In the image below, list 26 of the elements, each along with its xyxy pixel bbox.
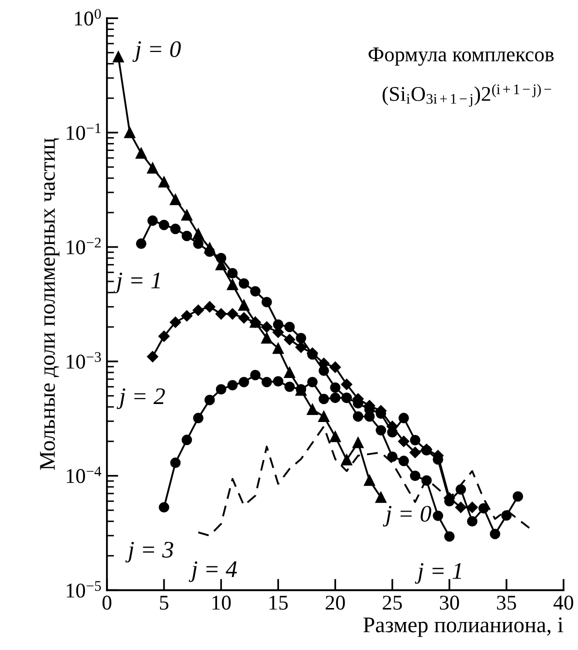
y-tick-label: 10$^{−5}$ bbox=[66, 581, 101, 598]
y-axis-title: Мольные доли полимерных частиц bbox=[40, 138, 60, 470]
x-tick-label: 15 bbox=[270, 596, 288, 610]
x-axis-title: Размер полианиона, i bbox=[363, 617, 564, 637]
x-tick-label: 10 bbox=[212, 596, 231, 610]
annotation: Формула комплексов bbox=[368, 48, 554, 66]
x-tick-label: 5 bbox=[160, 596, 168, 610]
y-tick-label: 10$^{−3}$ bbox=[66, 352, 101, 369]
y-tick-label: 10$^{−2}$ bbox=[66, 238, 101, 254]
y-tick-label: 10$^{−1}$ bbox=[66, 123, 101, 140]
annotation: j = 0 bbox=[382, 506, 432, 527]
series-label: j = 0 bbox=[132, 41, 181, 62]
x-tick-label: 30 bbox=[440, 596, 460, 610]
series-label: j = 4 bbox=[188, 561, 237, 582]
x-tick-label: 20 bbox=[326, 596, 345, 610]
x-tick-label: 0 bbox=[102, 596, 112, 610]
annotation: j = 1 bbox=[414, 563, 461, 584]
series-label: j = 2 bbox=[116, 388, 165, 410]
x-tick-label: 35 bbox=[497, 596, 516, 610]
annotation: (Si$_{i}$O$_{3i+1−j}$)2$^{(i+1−j)−}$ bbox=[382, 84, 552, 107]
y-tick-label: 10$^{0}$ bbox=[74, 8, 101, 26]
y-tick-label: 10$^{−4}$ bbox=[66, 466, 102, 484]
x-tick-label: 25 bbox=[382, 596, 402, 610]
series-label: j = 1 bbox=[114, 272, 160, 294]
series-label: j = 3 bbox=[125, 542, 174, 562]
x-tick-label: 40 bbox=[554, 596, 574, 610]
